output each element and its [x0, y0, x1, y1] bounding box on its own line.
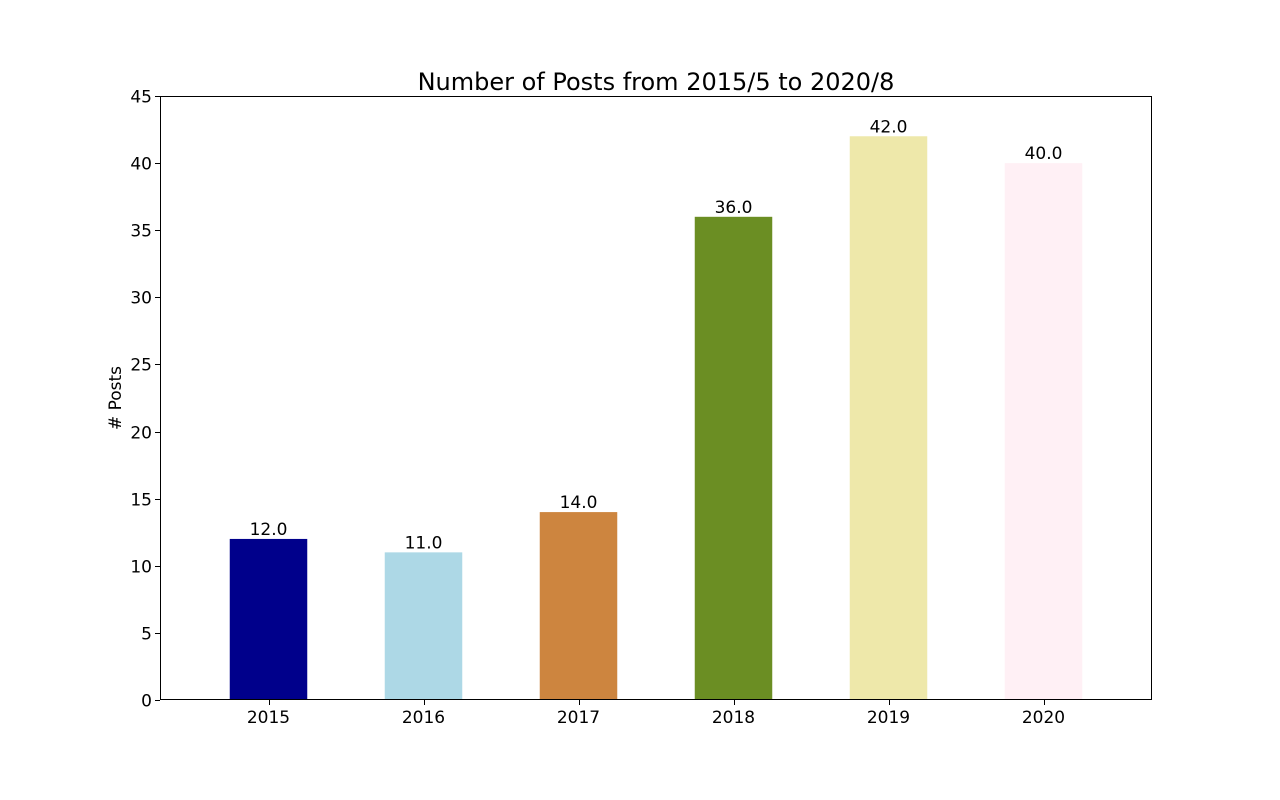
bar-2016: [384, 552, 463, 700]
y-tick-label: 30: [130, 289, 152, 309]
y-tick-label: 45: [130, 88, 152, 108]
y-axis-ticks: 0 5 10 15 20 25 30 35 40 45: [130, 88, 160, 712]
y-tick-label: 40: [130, 155, 152, 175]
x-tick-label: 2020: [1022, 708, 1065, 728]
y-tick-label: 10: [130, 558, 152, 578]
bar-2015: [229, 538, 308, 700]
bar-value-label: 11.0: [405, 533, 443, 553]
x-tick-label: 2016: [402, 708, 445, 728]
value-labels-group: 12.0 11.0 14.0 36.0 42.0 40.0: [250, 117, 1063, 553]
bar-value-label: 40.0: [1025, 144, 1063, 164]
y-tick-label: 5: [141, 625, 152, 645]
bars-group: [229, 136, 1083, 701]
bar-value-label: 12.0: [250, 520, 288, 540]
bar-2017: [539, 512, 618, 700]
y-tick-label: 0: [141, 692, 152, 712]
y-axis-label: # Posts: [106, 366, 126, 430]
y-tick-label: 15: [130, 491, 152, 511]
bar-value-label: 36.0: [715, 198, 753, 218]
chart-title: Number of Posts from 2015/5 to 2020/8: [418, 68, 895, 96]
x-tick-label: 2017: [557, 708, 600, 728]
x-tick-label: 2015: [247, 708, 290, 728]
bar-2018: [694, 216, 773, 701]
bar-value-label: 42.0: [870, 117, 908, 137]
y-tick-label: 25: [130, 356, 152, 376]
x-tick-label: 2018: [712, 708, 755, 728]
y-tick-label: 20: [130, 424, 152, 444]
bar-2020: [1004, 163, 1083, 701]
y-tick-label: 35: [130, 222, 152, 242]
plot-area-frame: [160, 96, 1152, 700]
x-tick-label: 2019: [867, 708, 910, 728]
bar-value-label: 14.0: [560, 493, 598, 513]
x-axis-ticks: 2015 2016 2017 2018 2019 2020: [247, 700, 1065, 728]
bar-2019: [849, 136, 928, 700]
